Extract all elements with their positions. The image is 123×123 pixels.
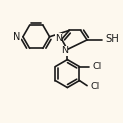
Text: N: N (61, 46, 68, 55)
Text: N: N (55, 33, 62, 43)
Text: N: N (13, 32, 21, 42)
Text: Cl: Cl (92, 62, 102, 71)
Text: Cl: Cl (91, 82, 100, 91)
Text: SH: SH (105, 34, 119, 44)
